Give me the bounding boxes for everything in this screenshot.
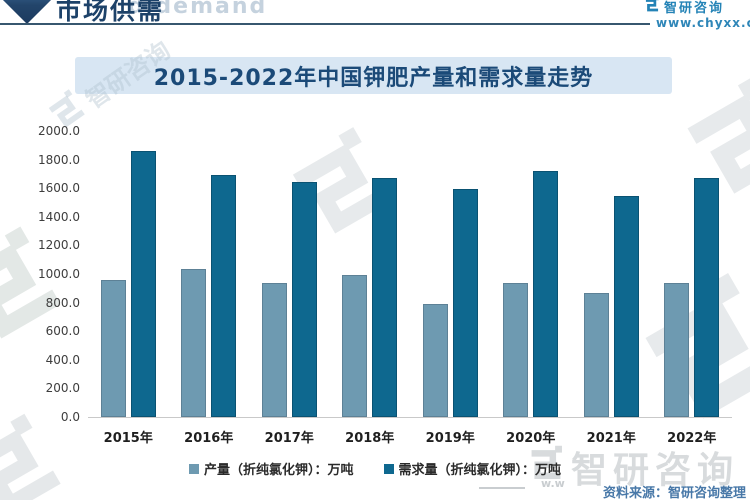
y-tick-label: 1800.0	[38, 152, 80, 167]
legend-label: 需求量（折纯氯化钾）：万吨	[398, 463, 562, 478]
legend-swatch-icon	[383, 463, 394, 474]
x-tick-label: 2017年	[264, 431, 314, 446]
bar-group	[169, 175, 250, 417]
bar-group	[88, 151, 169, 417]
plot-area	[88, 131, 732, 418]
bar-production	[181, 269, 207, 417]
bar-group	[491, 171, 572, 417]
source-note: 资料来源：智研咨询整理	[602, 486, 746, 500]
bar-demand	[694, 178, 720, 417]
x-tick-label: 2019年	[425, 431, 475, 446]
chart-title: 2015-2022年中国钾肥产量和需求量走势	[153, 65, 594, 91]
y-tick-label: 200.0	[45, 381, 80, 396]
header-divider	[0, 23, 650, 25]
x-tick-label: 2015年	[103, 431, 153, 446]
y-tick-label: 1000.0	[38, 267, 80, 281]
bar-production	[422, 304, 448, 417]
y-tick-label: 1400.0	[38, 209, 80, 224]
bar-demand	[130, 151, 156, 417]
watermark-small-text: w.w	[541, 477, 565, 490]
bar-production	[583, 293, 609, 417]
legend-swatch-icon	[188, 463, 199, 474]
y-tick-label: 800.0	[45, 295, 80, 310]
bar-group	[571, 196, 652, 417]
y-tick-label: 400.0	[45, 352, 80, 367]
bar-demand	[211, 175, 237, 417]
bar-group	[330, 178, 411, 417]
bar-production	[503, 283, 529, 417]
y-tick-label: 2000.0	[38, 124, 80, 138]
y-tick-label: 1200.0	[38, 238, 80, 253]
bar-group	[652, 178, 733, 417]
section-diamond-icon	[2, 0, 52, 25]
x-tick-label: 2021年	[586, 431, 636, 446]
legend-item-production: 产量（折纯氯化钾）：万吨	[188, 459, 354, 478]
brand-logo: 智研咨询	[644, 0, 724, 16]
legend-label: 产量（折纯氯化钾）：万吨	[203, 463, 354, 478]
chart-title-banner: 2015-2022年中国钾肥产量和需求量走势	[75, 57, 672, 94]
bar-demand	[372, 178, 398, 417]
legend-item-demand: 需求量（折纯氯化钾）：万吨	[383, 459, 562, 478]
bar-demand	[533, 171, 559, 417]
bar-group	[410, 189, 491, 417]
bar-demand	[452, 189, 478, 417]
x-tick-label: 2020年	[506, 431, 556, 446]
bar-production	[342, 275, 368, 417]
bar-demand	[613, 196, 639, 417]
bar-production	[100, 280, 126, 417]
brand-logo-icon	[644, 0, 660, 16]
y-tick-label: 1600.0	[38, 181, 80, 196]
brand-name: 智研咨询	[664, 1, 725, 16]
y-tick-label: 600.0	[45, 324, 80, 339]
bar-production	[664, 283, 690, 417]
section-title: 市场供需	[56, 0, 165, 25]
watermark-dash	[479, 487, 525, 489]
chart-legend: 产量（折纯氯化钾）：万吨 需求量（折纯氯化钾）：万吨	[0, 459, 750, 478]
y-axis: 2000.0 1800.0 1600.0 1400.0 1200.0 1000.0 800.…	[25, 124, 80, 431]
x-axis: 2015年 2016年 2017年 2018年 2019年 2020年 2021年 2022年	[88, 427, 732, 446]
bar-group	[249, 182, 330, 417]
y-tick-label: 0.0	[60, 410, 80, 424]
x-tick-label: 2016年	[184, 431, 234, 446]
x-tick-label: 2018年	[345, 431, 395, 446]
bar-production	[261, 283, 287, 417]
brand-url[interactable]: www.chyxx.com	[656, 16, 750, 30]
bar-demand	[291, 182, 317, 417]
section-title-ghost: d demand	[128, 0, 268, 19]
x-tick-label: 2022年	[667, 431, 717, 446]
